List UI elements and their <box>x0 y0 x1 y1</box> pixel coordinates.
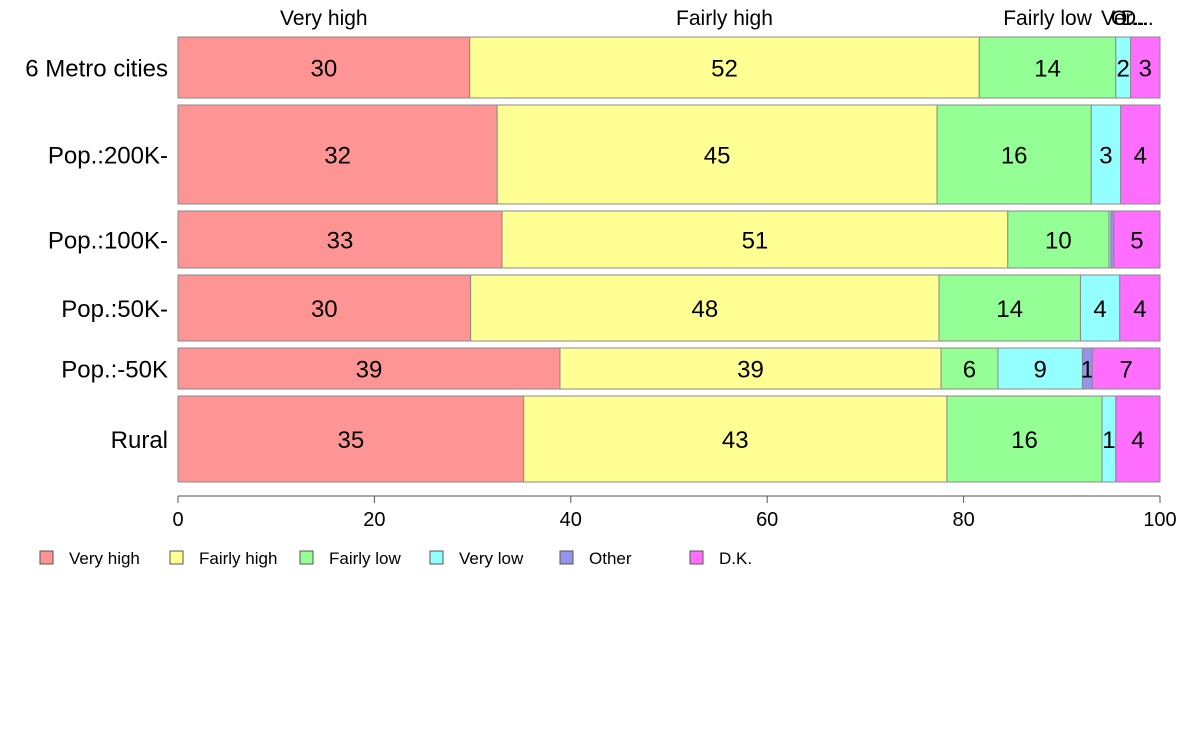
data-label-pop-50k-fairly-low: 14 <box>996 296 1023 323</box>
data-label-pop-50k-very-low: 4 <box>1093 296 1106 323</box>
data-label-pop-50k-d-k: 7 <box>1119 357 1132 384</box>
data-label-rural-d-k: 4 <box>1131 427 1144 454</box>
legend-swatch-very-high <box>39 550 54 565</box>
bar-pop-100k-fairly-low <box>1007 210 1110 269</box>
bar-pop-50k-fairly-high <box>470 274 940 342</box>
top-label-6: D... <box>1121 7 1154 30</box>
data-label-pop-50k-very-high: 30 <box>311 296 338 323</box>
data-label-pop-50k-fairly-high: 48 <box>691 296 718 323</box>
data-label-6-metro-cities-fairly-high: 52 <box>711 56 738 83</box>
bar-rural-fairly-low <box>946 395 1103 483</box>
bar-pop-100k-d-k <box>1113 210 1161 269</box>
top-label-4: Ver... <box>1101 7 1149 30</box>
data-label-pop-200k-very-low: 3 <box>1099 143 1112 170</box>
legend-swatch-fairly-high <box>169 550 184 565</box>
bar-rural-fairly-high <box>523 395 948 483</box>
category-label-pop-50k: Pop.:-50K <box>61 357 168 384</box>
bar-pop-100k-very-high <box>177 210 503 269</box>
data-label-pop-50k-very-low: 9 <box>1034 357 1047 384</box>
bar-pop-50k-d-k <box>1091 347 1161 390</box>
bar-6-metro-cities-d-k <box>1130 36 1161 99</box>
bar-pop-50k-fairly-low <box>938 274 1081 342</box>
bar-pop-200k-d-k <box>1120 104 1161 205</box>
data-label-pop-100k-very-high: 33 <box>327 228 354 255</box>
bar-pop-50k-very-low <box>997 347 1083 390</box>
legend-swatch-very-low <box>429 550 444 565</box>
data-label-pop-200k-fairly-low: 16 <box>1001 143 1028 170</box>
bar-6-metro-cities-fairly-low <box>978 36 1117 99</box>
data-label-rural-very-high: 35 <box>337 427 364 454</box>
bar-rural-very-high <box>177 395 525 483</box>
legend-label-other: Other <box>589 549 632 568</box>
bar-pop-200k-very-low <box>1090 104 1122 205</box>
data-label-pop-200k-fairly-high: 45 <box>704 143 731 170</box>
category-label-pop-100k: Pop.:100K- <box>48 228 168 255</box>
top-label-3: Fairly low <box>1003 7 1093 30</box>
top-label-1: Very high <box>280 7 368 30</box>
top-label-5: O... <box>1111 7 1145 30</box>
category-label-pop-200k: Pop.:200K- <box>48 143 168 170</box>
legend-label-very-high: Very high <box>69 549 140 568</box>
bars: 30 52 14 2 332 45 16 3 433 51 10 530 48 14 4 439 39 6 9 1 73… <box>177 36 1161 483</box>
bar-pop-100k-fairly-high <box>501 210 1009 269</box>
data-label-pop-50k-fairly-high: 39 <box>737 357 764 384</box>
x-tick-label-100: 100 <box>1143 509 1176 531</box>
data-label-pop-200k-very-high: 32 <box>324 143 351 170</box>
data-label-rural-very-low: 1 <box>1102 427 1115 454</box>
category-labels: 6 Metro cities Pop.:200K- Pop.:100K- Pop.:5… <box>25 56 168 455</box>
category-label-rural: Rural <box>111 427 168 454</box>
bar-pop-50k-very-low <box>1079 274 1121 342</box>
legend-swatch-other <box>559 550 574 565</box>
data-label-pop-50k-other: 1 <box>1081 357 1094 384</box>
x-tick-label-60: 60 <box>756 509 778 531</box>
data-label-pop-50k-d-k: 4 <box>1133 296 1146 323</box>
data-label-rural-fairly-low: 16 <box>1011 427 1038 454</box>
bar-6-metro-cities-very-high <box>177 36 471 99</box>
legend-label-fairly-high: Fairly high <box>199 549 277 568</box>
data-label-6-metro-cities-very-low: 2 <box>1116 56 1129 83</box>
bar-pop-200k-fairly-high <box>496 104 938 205</box>
legend: Very high Fairly high Fairly low Very low Ot… <box>39 549 752 568</box>
legend-label-d-k: D.K. <box>719 549 752 568</box>
bar-pop-50k-fairly-low <box>940 347 999 390</box>
bar-pop-200k-fairly-low <box>936 104 1092 205</box>
bar-pop-50k-d-k <box>1119 274 1161 342</box>
category-label-pop-50k: Pop.:50K- <box>61 296 168 323</box>
data-label-6-metro-cities-fairly-low: 14 <box>1034 56 1061 83</box>
legend-swatch-d-k <box>689 550 704 565</box>
data-label-rural-fairly-high: 43 <box>722 427 749 454</box>
data-label-6-metro-cities-d-k: 3 <box>1139 56 1152 83</box>
data-label-pop-100k-d-k: 5 <box>1130 228 1143 255</box>
bar-pop-50k-fairly-high <box>559 347 942 390</box>
data-label-pop-100k-fairly-high: 51 <box>742 228 769 255</box>
data-label-pop-50k-fairly-low: 6 <box>963 357 976 384</box>
data-label-pop-50k-very-high: 39 <box>356 357 383 384</box>
x-tick-label-40: 40 <box>560 509 582 531</box>
bar-pop-50k-very-high <box>177 274 472 342</box>
x-tick-label-0: 0 <box>172 509 183 531</box>
data-label-pop-200k-d-k: 4 <box>1134 143 1147 170</box>
bar-pop-200k-very-high <box>177 104 498 205</box>
top-label-2: Fairly high <box>676 7 773 30</box>
top-labels: Very high Fairly high Fairly low Ver...O...… <box>280 7 1154 30</box>
x-tick-label-20: 20 <box>363 509 385 531</box>
category-label-6-metro-cities: 6 Metro cities <box>25 56 168 83</box>
bar-rural-d-k <box>1115 395 1161 483</box>
legend-label-fairly-low: Fairly low <box>329 549 402 568</box>
x-tick-label-80: 80 <box>952 509 974 531</box>
data-label-6-metro-cities-very-high: 30 <box>310 56 337 83</box>
legend-label-very-low: Very low <box>459 549 524 568</box>
x-axis: 0 20 40 60 80 100 <box>172 495 1177 531</box>
data-label-pop-100k-fairly-low: 10 <box>1045 228 1072 255</box>
bar-pop-50k-very-high <box>177 347 561 390</box>
legend-swatch-fairly-low <box>299 550 314 565</box>
